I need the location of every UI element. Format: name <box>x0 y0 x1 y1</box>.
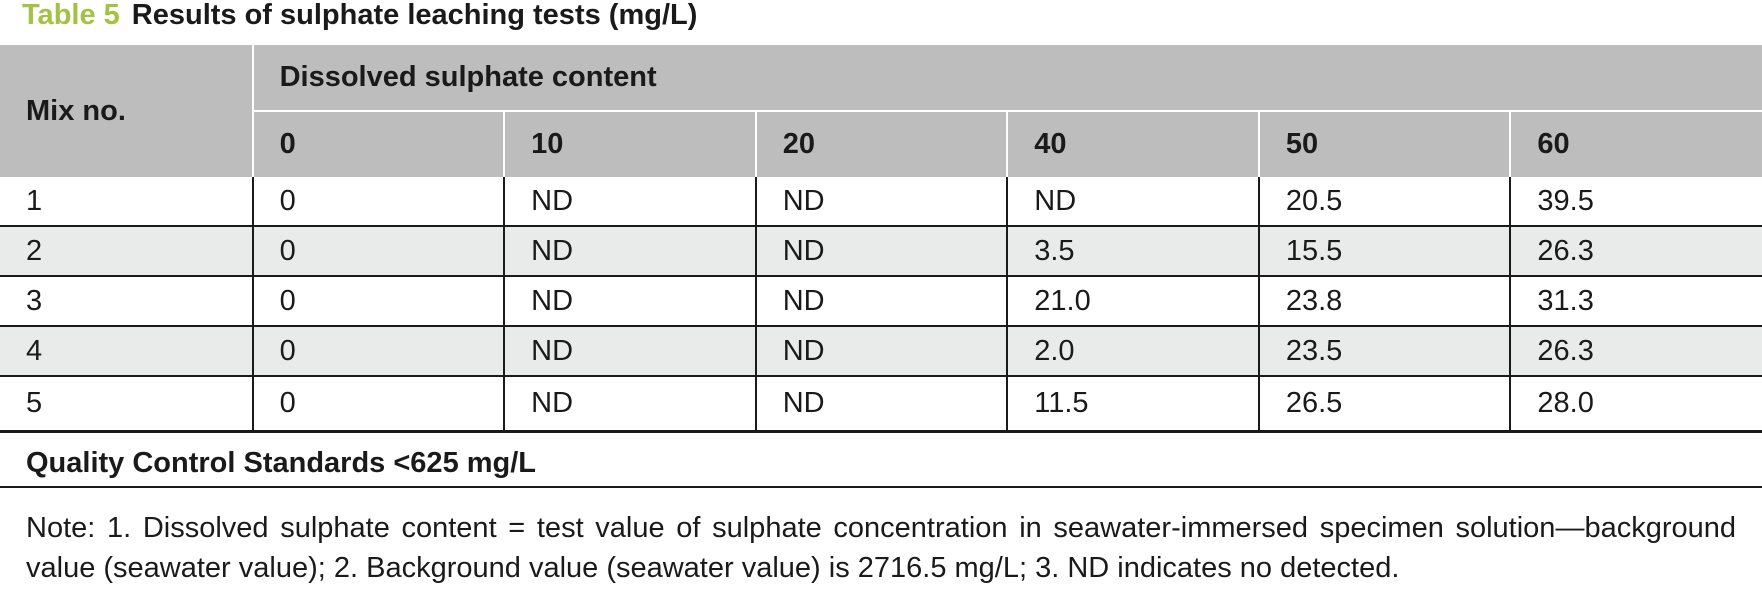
table-cell: ND <box>504 375 757 433</box>
table-cell: 23.8 <box>1258 275 1512 326</box>
mix-no-cell: 4 <box>0 325 254 376</box>
table-cell: 26.3 <box>1510 225 1762 276</box>
table-body: 1 0 ND ND ND 20.5 39.5 2 0 ND ND 3.5 15.… <box>0 177 1762 433</box>
table-cell: ND <box>755 325 1009 376</box>
table-cell: ND <box>504 225 757 276</box>
table-cell: ND <box>755 225 1009 276</box>
table-cell: ND <box>755 375 1009 433</box>
table-row: 5 0 ND ND 11.5 26.5 28.0 <box>0 375 1762 433</box>
table-row: 3 0 ND ND 21.0 23.8 31.3 <box>0 275 1762 326</box>
table-row: 1 0 ND ND ND 20.5 39.5 <box>0 177 1762 226</box>
table-note: Note: 1. Dissolved sulphate content = te… <box>26 512 1736 584</box>
table-cell: 0 <box>252 325 506 376</box>
table-cell: 2.0 <box>1007 325 1260 376</box>
mix-no-cell: 5 <box>0 375 254 433</box>
table-cell: 0 <box>252 375 506 433</box>
table-cell: 28.0 <box>1510 375 1762 433</box>
table-cell: 11.5 <box>1007 375 1260 433</box>
column-header: 20 <box>755 111 1009 177</box>
table-header: Mix no. Dissolved sulphate content 0 10 … <box>0 45 1762 177</box>
table-cell: 39.5 <box>1537 184 1594 217</box>
mix-no-header: Mix no. <box>0 45 254 177</box>
table-caption: Table 5 Results of sulphate leaching test… <box>22 0 697 40</box>
table-cell: 15.5 <box>1258 225 1512 276</box>
table-cell: 20.5 <box>1258 177 1512 226</box>
table-cell: 31.3 <box>1510 275 1762 326</box>
table-row: 4 0 ND ND 2.0 23.5 26.3 <box>0 325 1762 376</box>
column-header: 10 <box>504 111 757 177</box>
quality-control-standards: Quality Control Standards <625 mg/L <box>26 447 537 479</box>
mix-no-cell: 3 <box>0 275 254 326</box>
column-header: 50 <box>1258 111 1512 177</box>
table-cell: ND <box>504 325 757 376</box>
table-title: Results of sulphate leaching tests (mg/L… <box>131 0 698 31</box>
table-cell: ND <box>504 177 757 226</box>
table-cell: 0 <box>252 225 506 276</box>
mix-no-cell: 2 <box>0 225 254 276</box>
table-number: Table 5 <box>22 0 120 31</box>
table-cell: ND <box>755 177 1009 226</box>
table-cell: 3.5 <box>1007 225 1260 276</box>
table-cell: 23.5 <box>1258 325 1512 376</box>
table-cell: ND <box>1007 177 1260 226</box>
table-cell: ND <box>755 275 1009 326</box>
sulphate-leaching-table: Mix no. Dissolved sulphate content 0 10 … <box>0 45 1762 433</box>
table-cell: 26.5 <box>1258 375 1512 433</box>
table-cell: 0 <box>252 275 506 326</box>
dissolved-sulphate-header: Dissolved sulphate content <box>252 45 1762 112</box>
column-header: 60 <box>1510 111 1762 177</box>
table-cell: 0 <box>252 177 506 226</box>
table-row: 2 0 ND ND 3.5 15.5 26.3 <box>0 225 1762 276</box>
table-cell: ND <box>504 275 757 326</box>
column-header: 40 <box>1007 111 1260 177</box>
table-cell: 26.3 <box>1510 325 1762 376</box>
column-header: 0 <box>252 111 506 177</box>
divider <box>0 486 1762 488</box>
table-cell: 21.0 <box>1007 275 1260 326</box>
mix-no-cell: 1 <box>0 177 254 226</box>
